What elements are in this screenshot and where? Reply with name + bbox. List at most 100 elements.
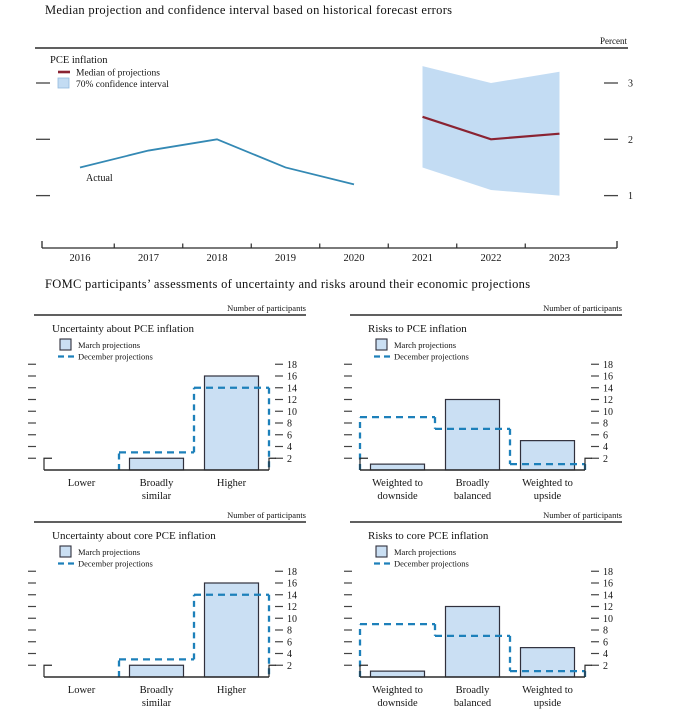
actual-annotation: Actual (86, 173, 113, 184)
chart-title: Uncertainty about PCE inflation (52, 323, 195, 335)
y-tick-label: 18 (287, 567, 297, 578)
chart-title: PCE inflation (50, 55, 108, 66)
bar-march (203, 375, 260, 471)
y-tick-label: 12 (603, 395, 613, 406)
y-tick-label: 12 (287, 395, 297, 406)
legend-label-december: December projections (394, 352, 469, 362)
y-tick-label: 4 (603, 649, 608, 660)
y-tick-label: 10 (603, 407, 613, 418)
bar-march (128, 457, 185, 471)
y-tick-label: 6 (287, 637, 292, 648)
y-tick-label: 4 (287, 649, 292, 660)
bar-march (444, 605, 501, 678)
legend-label-december: December projections (78, 352, 153, 362)
x-tick-label: 2023 (549, 253, 570, 264)
bar-chart-risks-pce-inflation: Number of participants Risks to PCE infla… (344, 303, 622, 502)
category-label: Weighted to (372, 478, 423, 489)
x-tick-label: 2020 (344, 253, 365, 264)
category-label: Lower (68, 478, 96, 489)
y-tick-label: 10 (287, 614, 297, 625)
march-legend-swatch (59, 338, 72, 351)
bar-march (128, 664, 185, 678)
axis-left-bracket (359, 457, 368, 470)
category-label: downside (377, 698, 418, 709)
legend-label-march: March projections (78, 340, 140, 350)
y-tick-label: 4 (603, 442, 608, 453)
y-tick-label: 4 (287, 442, 292, 453)
y-tick-label: 10 (603, 614, 613, 625)
y-tick-label: 2 (287, 661, 292, 672)
chart-title: Risks to core PCE inflation (368, 530, 489, 542)
bar-march (519, 440, 576, 471)
axis-units-label: Number of participants (227, 510, 306, 520)
y-tick-label: 2 (287, 454, 292, 465)
y-tick-label: 2 (628, 135, 633, 146)
category-label: similar (142, 698, 172, 709)
y-tick-label: 10 (287, 407, 297, 418)
x-tick-label: 2016 (70, 253, 91, 264)
axis-right-bracket (268, 457, 276, 470)
bar-march (369, 670, 426, 678)
confidence-band (422, 66, 560, 196)
category-label: upside (534, 698, 562, 709)
bar-chart-uncertainty-pce-inflation: Number of participants Uncertainty about … (28, 303, 306, 502)
y-tick-label: 14 (603, 383, 613, 394)
axis-right-bracket (268, 664, 276, 677)
band-legend-swatch (57, 77, 70, 89)
figure-title: Median projection and confidence interva… (45, 3, 453, 17)
category-label: Weighted to (522, 685, 573, 696)
chart-title: Uncertainty about core PCE inflation (52, 530, 216, 542)
y-tick-label: 16 (287, 579, 297, 590)
x-tick-label: 2019 (275, 253, 296, 264)
legend-label-band: 70% confidence interval (76, 79, 169, 90)
y-tick-label: 6 (287, 430, 292, 441)
y-tick-label: 2 (603, 454, 608, 465)
march-legend-swatch (59, 545, 72, 558)
category-label: Broadly (456, 478, 491, 489)
section-title: FOMC participants’ assessments of uncert… (45, 277, 531, 291)
percent-axis-label: Percent (600, 36, 627, 46)
category-label: upside (534, 491, 562, 502)
y-tick-label: 14 (603, 590, 613, 601)
y-tick-label: 8 (287, 419, 292, 430)
x-tick-label: 2018 (207, 253, 228, 264)
bar-chart-risks-core-pce: Number of participants Risks to core PCE … (344, 510, 622, 709)
y-tick-label: 6 (603, 430, 608, 441)
legend-label-december: December projections (394, 559, 469, 569)
march-legend-swatch (375, 338, 388, 351)
axis-left-bracket (43, 457, 52, 470)
category-label: Broadly (456, 685, 491, 696)
chart-title: Risks to PCE inflation (368, 323, 467, 335)
category-label: Higher (217, 685, 247, 696)
y-tick-label: 8 (603, 419, 608, 430)
march-legend-swatch (375, 545, 388, 558)
legend-label-march: March projections (394, 547, 456, 557)
axis-left-bracket (359, 664, 368, 677)
bar-march (444, 398, 501, 471)
y-tick-label: 2 (603, 661, 608, 672)
x-tick-label: 2017 (138, 253, 159, 264)
bar-march (519, 647, 576, 678)
y-tick-label: 14 (287, 383, 297, 394)
actual-line (79, 138, 355, 186)
y-tick-label: 12 (603, 602, 613, 613)
y-tick-label: 6 (603, 637, 608, 648)
y-tick-label: 8 (603, 626, 608, 637)
axis-left-bracket (43, 664, 52, 677)
y-tick-label: 16 (603, 372, 613, 383)
category-label: Broadly (140, 478, 175, 489)
axis-right-bracket (584, 457, 592, 470)
category-label: downside (377, 491, 418, 502)
y-tick-label: 8 (287, 626, 292, 637)
axis-right-bracket (584, 664, 592, 677)
bar-march (369, 463, 426, 471)
y-tick-label: 14 (287, 590, 297, 601)
x-tick-label: 2021 (412, 253, 433, 264)
y-tick-label: 18 (603, 567, 613, 578)
category-label: Broadly (140, 685, 175, 696)
y-tick-label: 18 (287, 360, 297, 371)
x-tick-label: 2022 (481, 253, 502, 264)
legend-label-december: December projections (78, 559, 153, 569)
legend-label-median: Median of projections (76, 68, 160, 79)
